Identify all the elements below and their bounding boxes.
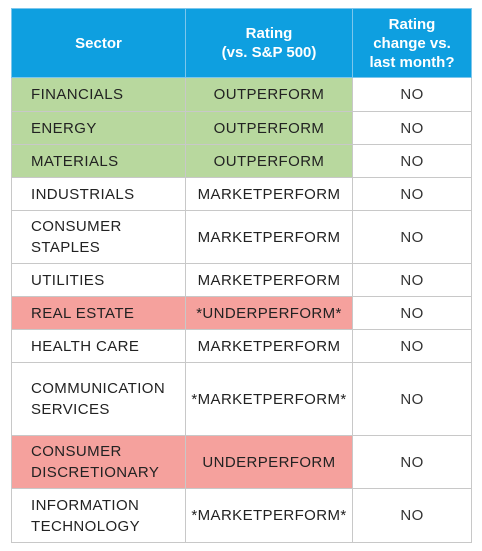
table-row: CONSUMER DISCRETIONARY UNDERPERFORM NO	[11, 435, 472, 489]
table-row: CONSUMER STAPLES MARKETPERFORM NO	[11, 210, 472, 264]
table-cell: NO	[352, 296, 472, 330]
table-cell: MARKETPERFORM	[185, 177, 353, 211]
table-cell: NO	[352, 263, 472, 297]
table-cell: INDUSTRIALS	[11, 177, 186, 211]
table-cell: *UNDERPERFORM*	[185, 296, 353, 330]
table-row: INDUSTRIALS MARKETPERFORM NO	[11, 177, 472, 211]
table-cell: OUTPERFORM	[185, 111, 353, 145]
table-row: REAL ESTATE *UNDERPERFORM* NO	[11, 296, 472, 330]
table-cell: HEALTH CARE	[11, 329, 186, 363]
table-cell: NO	[352, 177, 472, 211]
table-cell: CONSUMER DISCRETIONARY	[11, 435, 186, 489]
table-cell: ENERGY	[11, 111, 186, 145]
table-cell: INFORMATION TECHNOLOGY	[11, 488, 186, 543]
table-cell: MARKETPERFORM	[185, 329, 353, 363]
header-cell: Rating (vs. S&P 500)	[185, 8, 353, 78]
table-cell: NO	[352, 488, 472, 543]
header-cell: Sector	[11, 8, 186, 78]
table-cell: REAL ESTATE	[11, 296, 186, 330]
table-cell: NO	[352, 77, 472, 112]
table-cell: NO	[352, 144, 472, 178]
table-cell: NO	[352, 210, 472, 264]
table-row: ENERGY OUTPERFORM NO	[11, 111, 472, 145]
table-cell: NO	[352, 362, 472, 436]
ratings-table: Sector Rating (vs. S&P 500) Rating change …	[11, 8, 472, 543]
header-cell: Rating change vs. last month?	[352, 8, 472, 78]
table-cell: FINANCIALS	[11, 77, 186, 112]
table-cell: NO	[352, 435, 472, 489]
table-cell: NO	[352, 329, 472, 363]
table-row: UTILITIES MARKETPERFORM NO	[11, 263, 472, 297]
table-cell: MARKETPERFORM	[185, 210, 353, 264]
table-cell: OUTPERFORM	[185, 144, 353, 178]
table-cell: *MARKETPERFORM*	[185, 488, 353, 543]
table-row: HEALTH CARE MARKETPERFORM NO	[11, 329, 472, 363]
table-cell: UTILITIES	[11, 263, 186, 297]
table-row: MATERIALS OUTPERFORM NO	[11, 144, 472, 178]
table-row: INFORMATION TECHNOLOGY *MARKETPERFORM* NO	[11, 488, 472, 543]
table-cell: NO	[352, 111, 472, 145]
table-body: FINANCIALS OUTPERFORM NO ENERGY OUTPERFORM NO…	[11, 77, 472, 543]
header-row: Sector Rating (vs. S&P 500) Rating change …	[11, 8, 472, 78]
table-cell: UNDERPERFORM	[185, 435, 353, 489]
table-cell: *MARKETPERFORM*	[185, 362, 353, 436]
table-cell: MARKETPERFORM	[185, 263, 353, 297]
table-row: FINANCIALS OUTPERFORM NO	[11, 77, 472, 112]
table-cell: OUTPERFORM	[185, 77, 353, 112]
table-cell: CONSUMER STAPLES	[11, 210, 186, 264]
table-cell: MATERIALS	[11, 144, 186, 178]
table-row: COMMUNICATION SERVICES *MARKETPERFORM* NO	[11, 362, 472, 436]
table-cell: COMMUNICATION SERVICES	[11, 362, 186, 436]
